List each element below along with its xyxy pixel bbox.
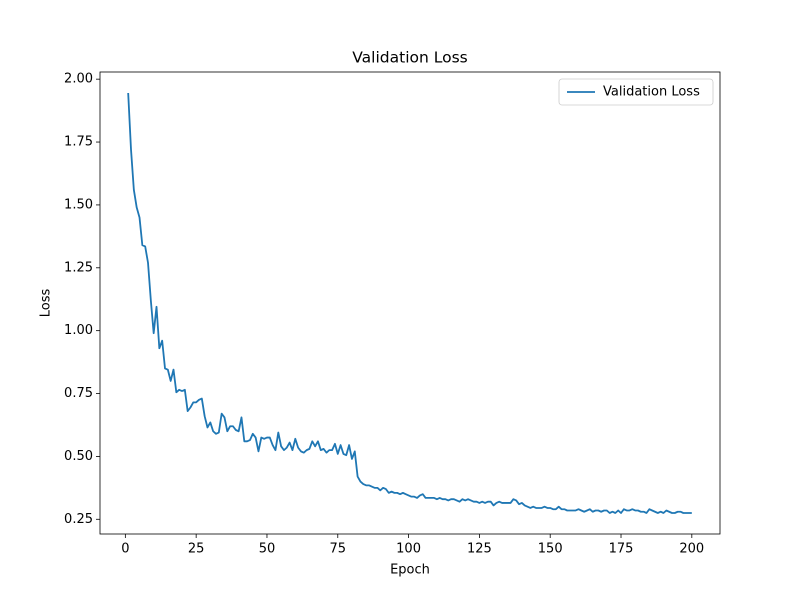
- x-tick-label: 50: [259, 542, 276, 557]
- x-tick-label: 25: [188, 542, 205, 557]
- x-tick-label: 125: [467, 542, 492, 557]
- x-tick-label: 0: [121, 542, 129, 557]
- legend-box: [558, 78, 714, 106]
- y-tick-label: 0.75: [64, 386, 93, 401]
- y-tick-label: 2.00: [64, 72, 93, 87]
- y-tick-label: 1.50: [64, 197, 93, 212]
- x-tick-label: 150: [538, 542, 563, 557]
- plot-frame: [99, 71, 721, 535]
- y-tick-label: 1.00: [64, 323, 93, 338]
- y-tick-label: 0.25: [64, 512, 93, 527]
- legend-label: Validation Loss: [603, 85, 700, 100]
- x-tick-label: 75: [330, 542, 347, 557]
- x-tick-label: 175: [609, 542, 634, 557]
- y-tick-label: 1.75: [64, 135, 93, 150]
- y-tick-label: 0.50: [64, 449, 93, 464]
- y-axis-label: Loss: [39, 289, 54, 318]
- x-axis-label: Epoch: [390, 563, 430, 578]
- x-tick-label: 200: [679, 542, 704, 557]
- y-tick-label: 1.25: [64, 260, 93, 275]
- line-series: [127, 92, 692, 514]
- chart-title: Validation Loss: [352, 49, 467, 67]
- x-tick-label: 100: [396, 542, 421, 557]
